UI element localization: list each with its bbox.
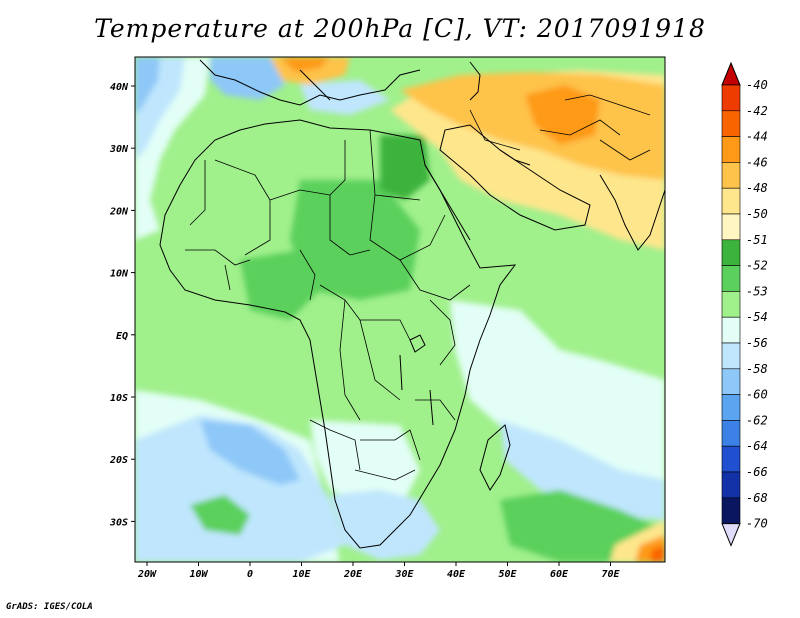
colorbar-swatch (721, 291, 741, 318)
plot-frame (134, 56, 666, 563)
lake-tanganyika (399, 354, 403, 391)
colorbar-swatch (721, 136, 741, 163)
colorbar-label: -56 (746, 336, 768, 350)
field-blue-europe (210, 57, 285, 100)
colorbar-label: -53 (746, 284, 768, 298)
lon-tick-label: 40E (447, 569, 466, 580)
colorbar-swatch (721, 342, 741, 370)
colorbar-label: -66 (746, 465, 768, 479)
lon-tick-label: 70E (601, 569, 620, 580)
field-red-se (650, 545, 665, 562)
lon-tick-label: 10E (292, 569, 311, 580)
colorbar-swatch (721, 239, 741, 266)
lon-tick-label: 10W (189, 569, 208, 580)
coastlines (159, 59, 665, 549)
arabia-coastline (439, 124, 591, 231)
field-orange-ne (400, 72, 665, 180)
field-darkorange-med (280, 57, 330, 72)
colorbar-label: -60 (746, 388, 768, 402)
field-deepgreen-nile (380, 135, 430, 200)
lon-tick-label: 20E (343, 569, 363, 580)
colorbar-swatch (721, 471, 741, 499)
country-borders (185, 94, 651, 481)
caspian (469, 61, 481, 101)
field-pale-safrica (310, 420, 420, 505)
red-sea (424, 164, 471, 241)
lat-tick-label: 30S (109, 517, 128, 528)
lon-tick-label: 20W (137, 569, 157, 580)
colorbar-label: -64 (746, 439, 768, 453)
colorbar-swatch (721, 497, 741, 524)
colorbar-swatch (721, 394, 741, 421)
colorbar-swatch (721, 187, 741, 215)
colorbar-swatch (721, 84, 741, 112)
lake-malawi (429, 389, 434, 426)
colorbar-label: -46 (746, 155, 768, 169)
colorbar-label: -44 (746, 130, 768, 144)
lat-axis: 40N 30N 20N 10N EQ 10S 20S 30S (109, 82, 135, 528)
madagascar (479, 424, 511, 491)
colorbar-swatch (721, 368, 741, 395)
colorbar-swatch (721, 445, 741, 473)
colorbar-swatch (721, 110, 741, 137)
lake-victoria (409, 334, 426, 353)
chart-title: Temperature at 200hPa [C], VT: 201709191… (94, 14, 706, 43)
lat-tick-label: 40N (110, 82, 129, 93)
field-pale-europe (300, 80, 390, 115)
field-deepgreen-west (240, 250, 320, 320)
lon-axis: 20W 10W 0 10E 20E 30E 40E 50E 60E 70E (137, 562, 621, 580)
colorbar-label: -58 (746, 362, 768, 376)
colorbar-label: -48 (746, 181, 768, 195)
colorbar-swatch (721, 420, 741, 447)
lat-tick-label: 20N (109, 206, 129, 217)
lat-tick-label: 10S (110, 393, 128, 404)
colorbar-label: -50 (746, 207, 768, 221)
field-pale-indian (450, 300, 665, 500)
lon-tick-label: 60E (550, 569, 569, 580)
lat-tick-label: 10N (110, 269, 129, 280)
lon-tick-label: 30E (394, 569, 414, 580)
colorbar-swatch (721, 162, 741, 189)
lat-tick-label: 20S (109, 455, 128, 466)
colorbar-top-arrow (721, 61, 741, 86)
colorbar-label: -68 (746, 491, 768, 505)
lon-tick-label: 50E (498, 569, 517, 580)
colorbar: -40 -42 -44 -46 -48 -50 -51 -52 -53 -54 -56 -58 -60 -… (721, 61, 768, 547)
colorbar-label: -42 (746, 104, 768, 118)
colorbar-label: -70 (746, 517, 768, 531)
field-blue-indian (500, 420, 665, 520)
colorbar-bottom-arrow (721, 523, 741, 547)
lat-tick-label: EQ (116, 331, 128, 342)
colorbar-label: -54 (746, 310, 768, 324)
grads-credit: GrADS: IGES/COLA (6, 602, 93, 612)
persian-gulf (499, 149, 531, 166)
field-medblue-south (200, 420, 300, 485)
europe-coast (199, 59, 421, 106)
india-coastline (599, 174, 665, 251)
lat-tick-label: 30N (109, 144, 129, 155)
field-blue-south (135, 415, 345, 562)
field-deepgreen-central (290, 180, 420, 300)
colorbar-swatch (721, 265, 741, 292)
colorbar-label: -52 (746, 259, 768, 273)
colorbar-label: -51 (746, 233, 768, 247)
colorbar-swatch (721, 213, 741, 241)
colorbar-swatch (721, 316, 741, 344)
lon-tick-label: 0 (247, 569, 253, 580)
temperature-field (135, 57, 665, 562)
field-medblue-west (135, 57, 160, 115)
colorbar-label: -40 (746, 78, 768, 92)
colorbar-label: -62 (746, 413, 768, 427)
field-green-south-patch (190, 495, 250, 535)
field-darkorange-ne (525, 85, 600, 145)
field-blue-safrica (330, 490, 440, 560)
italy (299, 69, 331, 101)
